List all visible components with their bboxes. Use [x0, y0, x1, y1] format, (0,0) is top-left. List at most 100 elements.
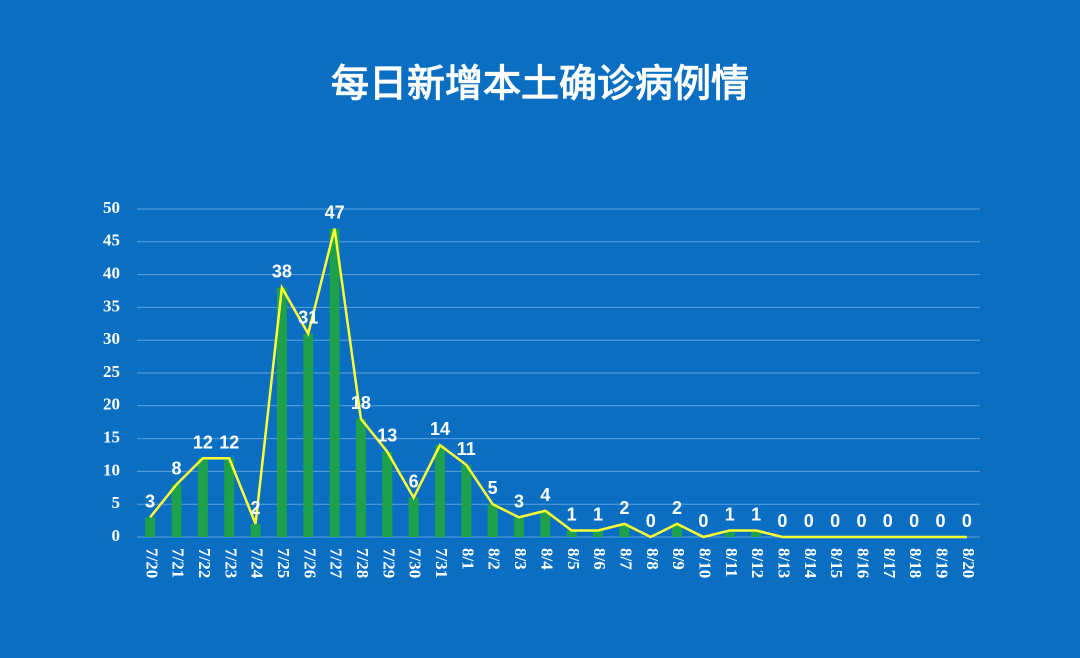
y-tick-label: 25: [103, 362, 120, 381]
chart-title: 每日新增本土确诊病例情: [331, 62, 749, 106]
data-label: 47: [325, 203, 345, 223]
data-label: 6: [409, 472, 419, 492]
data-label: 11: [457, 439, 476, 459]
x-tick-label: 8/14: [801, 548, 820, 579]
y-tick-label: 40: [103, 264, 120, 283]
line: [149, 228, 967, 539]
bar: [724, 530, 735, 537]
data-label: 0: [909, 511, 919, 531]
y-tick-label: 30: [103, 329, 120, 348]
x-tick-label: 8/12: [748, 548, 767, 578]
data-label: 0: [935, 511, 945, 531]
bar: [197, 458, 208, 537]
data-label: 14: [430, 419, 450, 439]
bar: [434, 445, 445, 537]
x-tick-label: 8/8: [643, 548, 662, 570]
data-label: 0: [883, 511, 893, 531]
bar: [540, 510, 551, 537]
x-tick-label: 8/4: [537, 548, 556, 570]
y-tick-label: 10: [103, 460, 120, 479]
bar: [329, 228, 340, 537]
data-label: 0: [777, 511, 787, 531]
x-tick-label: 8/19: [933, 548, 952, 578]
data-label: 5: [488, 478, 498, 498]
x-tick-label: 8/16: [854, 548, 873, 578]
data-label: 0: [646, 511, 656, 531]
x-tick-label: 7/23: [221, 548, 240, 578]
bar: [355, 418, 366, 537]
x-tick-label: 7/20: [142, 548, 161, 578]
y-tick-label: 45: [103, 231, 120, 250]
data-label: 1: [593, 504, 603, 524]
bar: [224, 458, 235, 537]
x-tick-label: 7/21: [169, 548, 188, 578]
data-label: 0: [804, 511, 814, 531]
x-tick-label: 7/26: [300, 548, 319, 578]
data-label: 0: [962, 511, 972, 531]
data-label: 38: [272, 262, 292, 282]
y-tick-label: 20: [103, 395, 120, 414]
x-tick-label: 8/9: [669, 548, 688, 570]
data-label: 2: [672, 498, 682, 518]
data-label: 4: [540, 485, 550, 505]
x-tick-label: 8/3: [511, 548, 530, 570]
data-label: 8: [172, 459, 182, 479]
x-tick-label: 7/25: [274, 548, 293, 578]
bar: [382, 451, 393, 537]
data-label: 31: [298, 308, 318, 328]
data-label: 3: [514, 491, 524, 511]
bar: [145, 517, 156, 537]
y-tick-label: 0: [112, 526, 121, 545]
x-tick-label: 8/7: [616, 548, 635, 570]
bar: [250, 523, 261, 537]
data-label: 1: [725, 504, 735, 524]
bar: [593, 530, 604, 537]
x-tick-label: 7/24: [248, 548, 267, 579]
data-label: 0: [698, 511, 708, 531]
data-label: 1: [567, 504, 577, 524]
data-label: 12: [219, 432, 239, 452]
x-tick-label: 8/10: [695, 548, 714, 578]
x-tick-label: 8/13: [775, 548, 794, 578]
y-tick-label: 35: [103, 296, 120, 315]
data-label: 2: [251, 498, 261, 518]
bar: [672, 523, 683, 537]
data-label: 1: [751, 504, 761, 524]
y-tick-label: 5: [112, 493, 121, 512]
y-tick-label: 15: [103, 428, 120, 447]
data-label: 2: [619, 498, 629, 518]
bar: [303, 333, 314, 537]
x-tick-label: 8/11: [722, 548, 741, 577]
x-tick-label: 8/2: [485, 548, 504, 570]
x-tick-label: 8/1: [458, 548, 477, 570]
data-label: 3: [145, 491, 155, 511]
data-label: 12: [193, 432, 213, 452]
bar: [751, 530, 762, 537]
x-tick-label: 7/28: [353, 548, 372, 578]
x-tick-label: 8/15: [827, 548, 846, 578]
x-tick-label: 7/22: [195, 548, 214, 578]
bar: [566, 530, 577, 537]
bar: [513, 517, 524, 537]
bar: [461, 464, 472, 537]
x-tick-label: 7/29: [379, 548, 398, 578]
x-tick-label: 8/20: [959, 548, 978, 578]
x-tick-label: 7/30: [406, 548, 425, 578]
x-tick-label: 7/27: [327, 548, 346, 579]
data-label: 0: [856, 511, 866, 531]
x-tick-label: 8/17: [880, 548, 899, 579]
y-tick-label: 50: [103, 198, 120, 217]
x-tick-label: 8/6: [590, 548, 609, 570]
data-label: 13: [377, 426, 397, 446]
bar: [487, 504, 498, 537]
bar: [408, 497, 419, 537]
x-tick-label: 8/5: [564, 548, 583, 570]
bar: [619, 523, 630, 537]
data-label: 18: [351, 393, 371, 413]
data-label: 0: [830, 511, 840, 531]
bar: [276, 287, 287, 537]
bar: [171, 484, 182, 537]
x-tick-label: 7/31: [432, 548, 451, 578]
